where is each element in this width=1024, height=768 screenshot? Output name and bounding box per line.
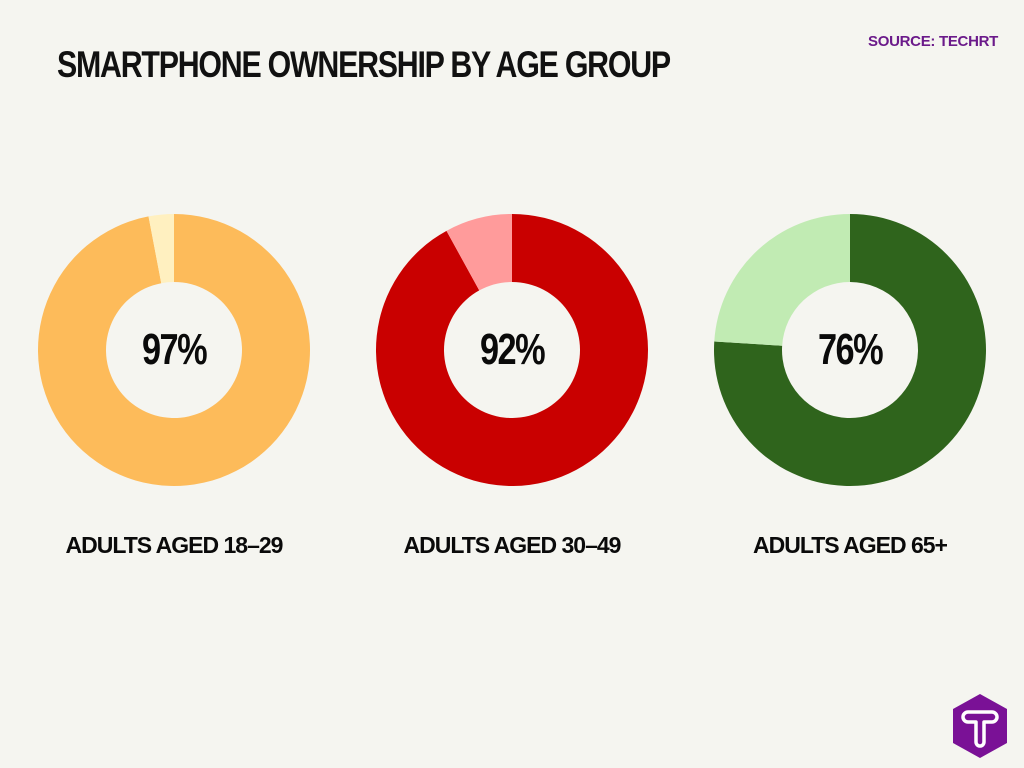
donut-chart-65-plus: 76% xyxy=(714,214,986,486)
donut-segment-owned xyxy=(714,214,986,486)
donut-segment-remainder xyxy=(148,214,174,284)
category-label-30-49: ADULTS AGED 30–49 xyxy=(403,532,622,558)
donut-chart-18-29: 97% xyxy=(38,214,310,486)
donut-ring xyxy=(714,214,986,486)
category-label-65-plus: ADULTS AGED 65+ xyxy=(753,532,948,558)
donut-ring xyxy=(38,214,310,486)
donut-segment-remainder xyxy=(714,214,850,346)
donut-chart-30-49: 92% xyxy=(376,214,648,486)
techrt-logo-icon xyxy=(950,692,1010,760)
donut-segment-owned xyxy=(376,214,648,486)
category-label-18-29: ADULTS AGED 18–29 xyxy=(65,532,284,558)
percentage-value: 76% xyxy=(817,325,884,374)
chart-title: SMARTPHONE OWNERSHIP BY AGE GROUP xyxy=(57,44,671,85)
donut-segment-owned xyxy=(38,214,310,486)
percentage-value: 97% xyxy=(141,325,208,374)
donut-ring xyxy=(376,214,648,486)
percentage-value: 92% xyxy=(479,325,546,374)
donut-segment-remainder xyxy=(446,214,512,291)
source-label: SOURCE: TECHRT xyxy=(868,33,998,50)
